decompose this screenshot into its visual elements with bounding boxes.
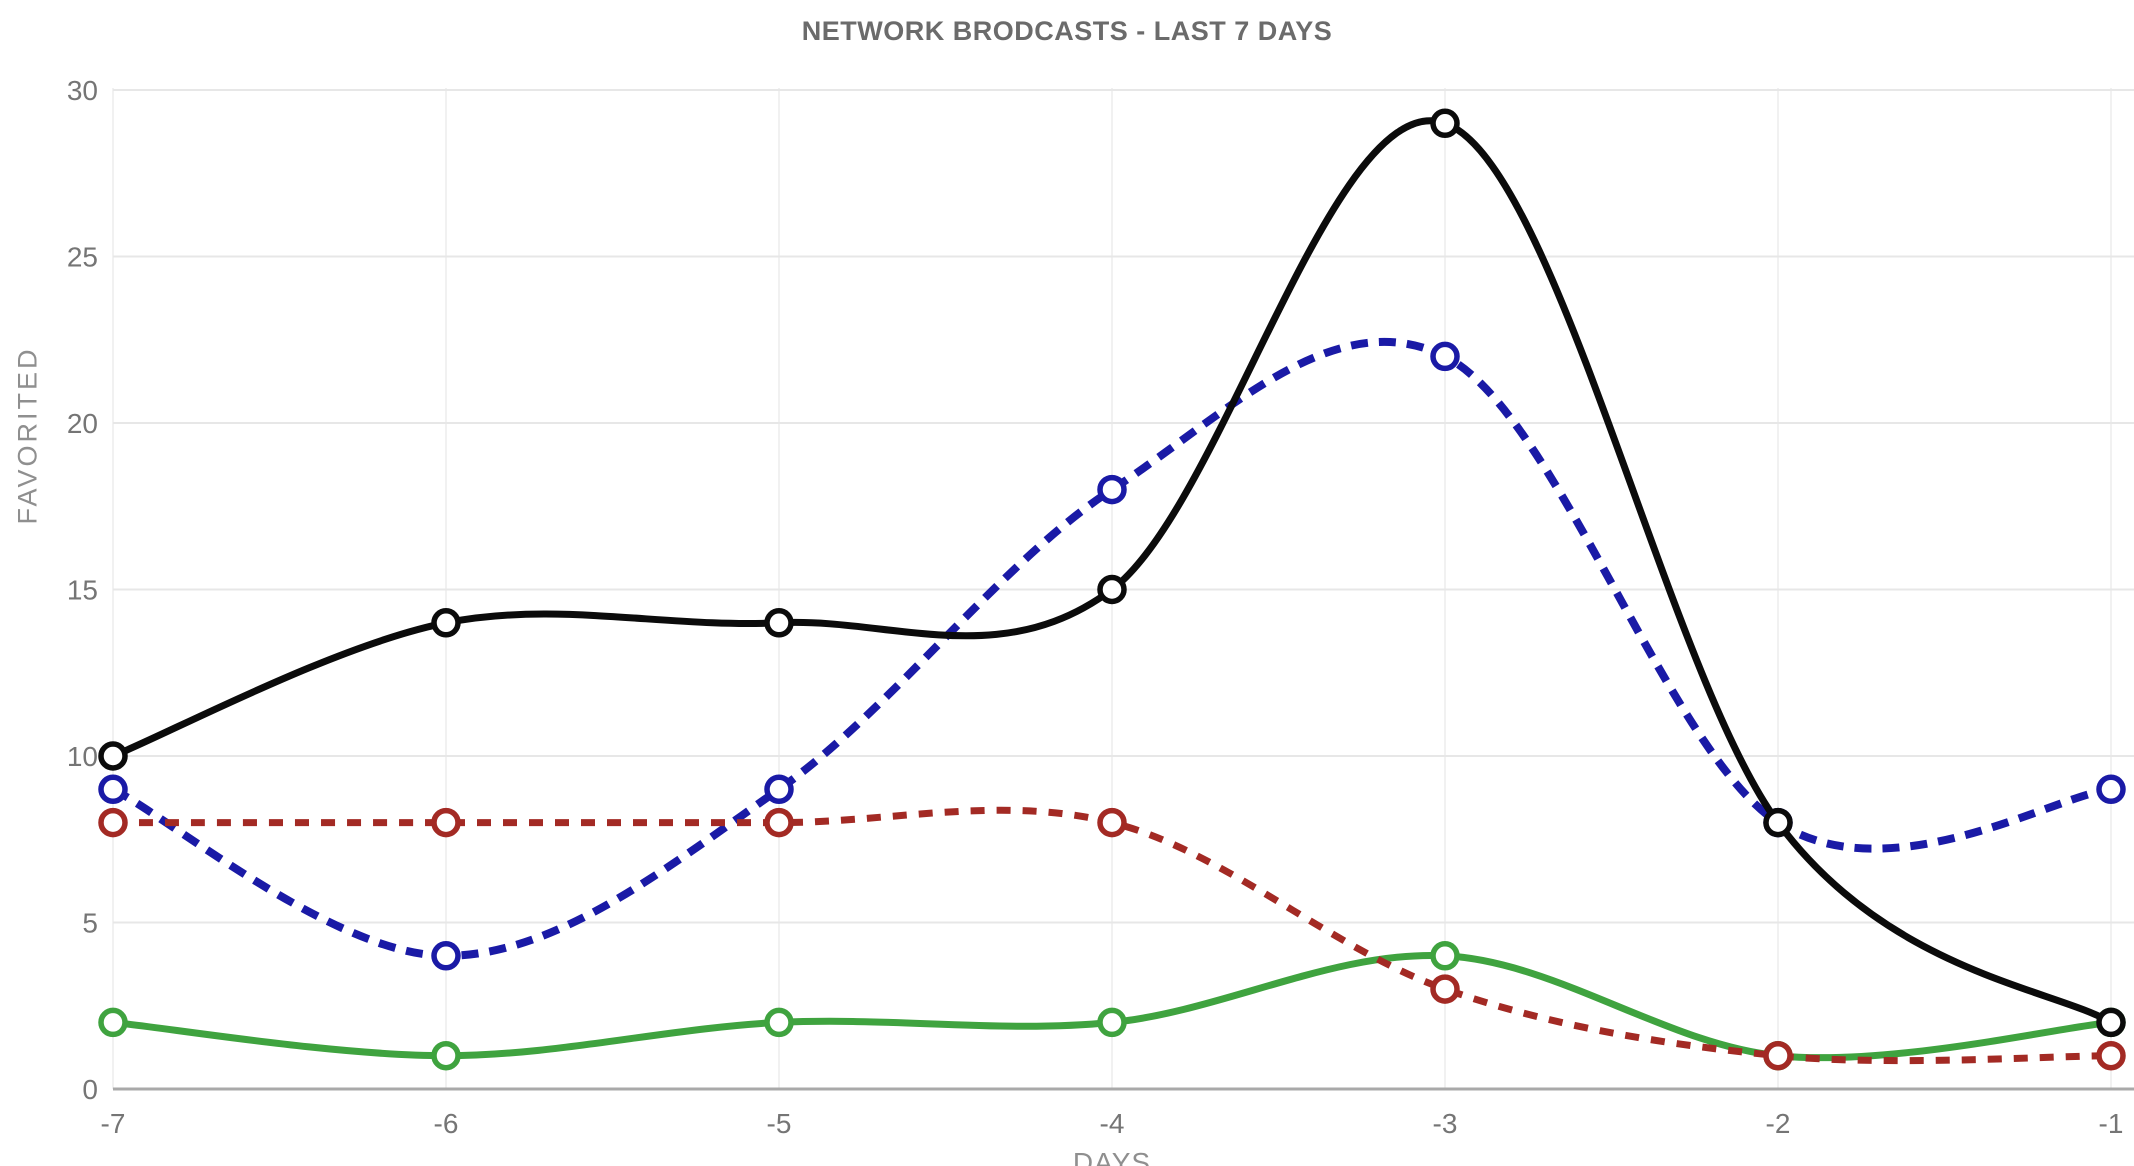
y-tick-label: 10 bbox=[67, 741, 98, 772]
blue-dashed-marker bbox=[1430, 341, 1460, 372]
y-tick-label: 20 bbox=[67, 408, 98, 439]
blue-dashed-marker bbox=[1097, 474, 1127, 505]
red-dashed-marker bbox=[98, 807, 128, 838]
y-tick-label: 15 bbox=[67, 575, 98, 606]
blue-dashed-marker bbox=[98, 774, 128, 805]
green-solid-marker bbox=[764, 1007, 794, 1038]
red-dashed-marker bbox=[431, 807, 461, 838]
green-solid-marker bbox=[1097, 1007, 1127, 1038]
red-dashed-marker bbox=[2096, 1040, 2126, 1071]
x-tick-label: -5 bbox=[767, 1108, 792, 1139]
black-solid-marker bbox=[431, 608, 461, 638]
black-solid-marker bbox=[1763, 807, 1793, 838]
green-solid-marker bbox=[98, 1007, 128, 1038]
y-tick-label: 0 bbox=[82, 1074, 98, 1105]
blue-dashed-marker bbox=[2096, 774, 2126, 805]
blue-dashed-marker bbox=[764, 774, 794, 805]
black-solid-marker bbox=[1430, 108, 1460, 139]
black-solid-marker bbox=[98, 741, 128, 771]
y-tick-label: 30 bbox=[67, 75, 98, 106]
red-dashed-marker bbox=[1430, 974, 1460, 1004]
red-dashed-marker bbox=[1763, 1040, 1793, 1071]
x-tick-label: -3 bbox=[1433, 1108, 1458, 1139]
red-dashed-marker bbox=[764, 807, 794, 838]
x-axis-title: DAYS bbox=[1072, 1147, 1152, 1166]
black-solid-marker bbox=[1097, 574, 1127, 605]
x-tick-label: -4 bbox=[1100, 1108, 1125, 1139]
red-dashed-marker bbox=[1097, 807, 1127, 838]
black-solid-marker bbox=[764, 608, 794, 638]
x-tick-label: -1 bbox=[2099, 1108, 2124, 1139]
y-tick-label: 5 bbox=[82, 908, 98, 939]
green-solid-marker bbox=[1430, 941, 1460, 971]
green-solid-marker bbox=[431, 1040, 461, 1071]
black-solid-marker bbox=[2096, 1007, 2126, 1038]
x-tick-label: -6 bbox=[434, 1108, 459, 1139]
y-tick-label: 25 bbox=[67, 242, 98, 273]
blue-dashed-marker bbox=[431, 941, 461, 971]
x-tick-label: -7 bbox=[101, 1108, 126, 1139]
x-tick-label: -2 bbox=[1766, 1108, 1791, 1139]
chart-title: NETWORK BRODCASTS - LAST 7 DAYS bbox=[801, 16, 1333, 46]
